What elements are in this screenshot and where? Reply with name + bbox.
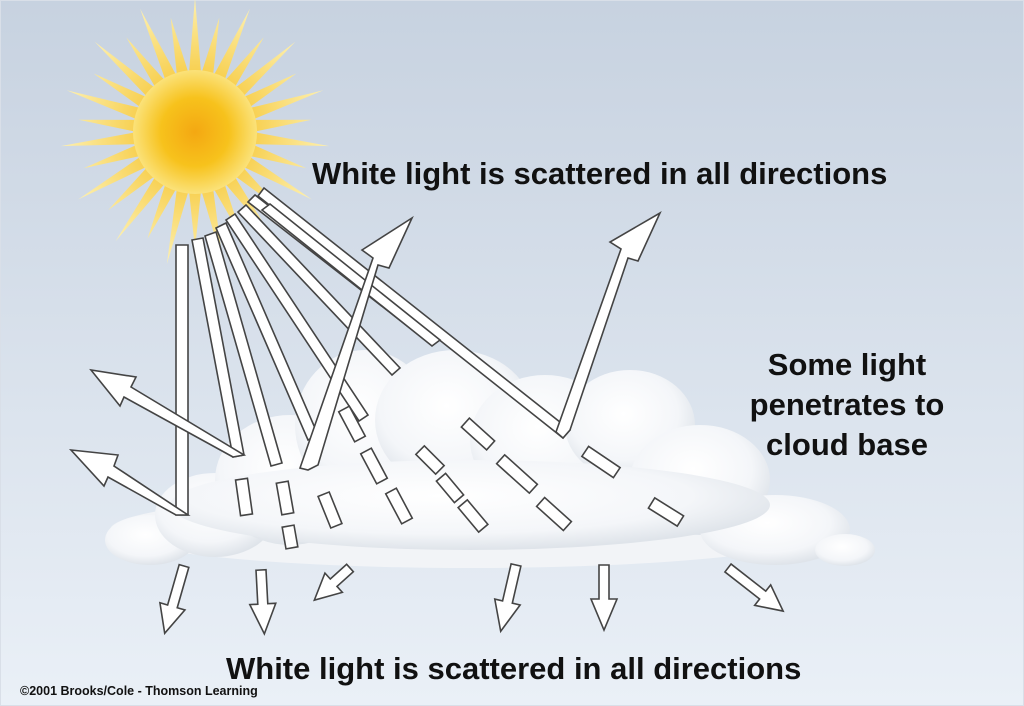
copyright-notice: ©2001 Brooks/Cole - Thomson Learning (20, 684, 258, 698)
exit-arrow-down (723, 562, 785, 613)
light-dash (317, 490, 343, 530)
light-dash (456, 498, 490, 534)
sunbeam-arrow (260, 202, 442, 348)
sunbeam-arrow (175, 244, 189, 516)
scatter-arrow-up-left (89, 368, 247, 458)
top-scatter-caption: White light is scattered in all directio… (312, 156, 888, 191)
light-dash (337, 405, 367, 443)
light-dash (359, 447, 389, 485)
penetration-caption: Some light penetrates to cloud base (749, 347, 945, 462)
cloud-base-arrows (158, 562, 785, 636)
penetrating-light-dashes (234, 405, 685, 550)
light-dash (281, 524, 299, 550)
light-dash (435, 472, 465, 504)
light-dash (580, 445, 622, 479)
exit-arrow-down (158, 563, 190, 636)
exit-arrow-down (248, 568, 277, 636)
scatter-arrow-up-right (555, 211, 662, 440)
light-dash (414, 444, 446, 476)
bottom-scatter-caption: White light is scattered in all directio… (226, 651, 802, 686)
sunbeam-arrow (236, 203, 402, 377)
light-dash (535, 496, 573, 532)
sunbeam-arrow (224, 212, 370, 423)
light-dash (647, 496, 685, 528)
light-dash (275, 480, 295, 516)
light-dash (384, 487, 414, 525)
light-dash (234, 477, 254, 517)
sunbeam-arrows (175, 186, 572, 516)
light-dash (495, 453, 539, 495)
scatter-arrow-up-left (68, 448, 191, 516)
scatter-arrow-up (298, 215, 414, 471)
exit-arrow-down (493, 562, 522, 634)
exit-arrow-down (589, 564, 619, 633)
scattered-arrows (68, 211, 662, 516)
sun-icon (60, 0, 330, 264)
exit-arrow-down (312, 563, 355, 602)
light-dash (460, 417, 496, 451)
sunbeam-arrow (204, 230, 283, 467)
